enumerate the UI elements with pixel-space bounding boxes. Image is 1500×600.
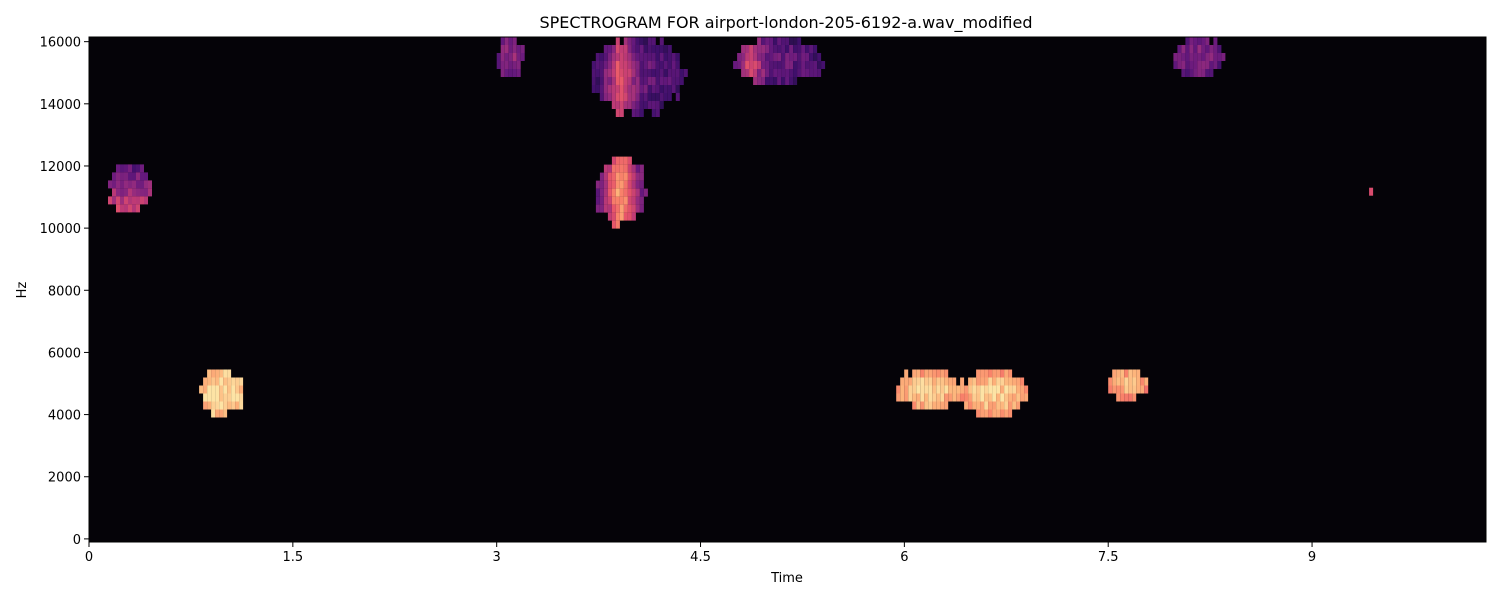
x-tick-label: 3 <box>493 550 501 565</box>
spectral-blob <box>108 164 152 213</box>
y-tick-label: 10000 <box>40 222 81 237</box>
x-tick-label: 9 <box>1308 550 1316 565</box>
y-tick-label: 14000 <box>40 98 81 113</box>
spectral-blob <box>199 369 244 418</box>
spectral-blob <box>1108 369 1149 402</box>
y-tick-label: 2000 <box>48 471 81 486</box>
x-tick-label: 6 <box>900 550 908 565</box>
spectral-blob <box>1173 37 1226 77</box>
spectral-blob <box>595 156 648 229</box>
y-tick-label: 12000 <box>40 160 81 175</box>
y-tick-label: 0 <box>73 533 81 548</box>
x-tick-label: 0 <box>85 550 93 565</box>
plot-frame <box>88 36 1487 543</box>
x-axis-label: Time <box>770 571 803 586</box>
y-tick-label: 6000 <box>48 346 81 361</box>
y-tick-label: 8000 <box>48 284 81 299</box>
spectral-blob <box>591 37 688 117</box>
spectral-blob <box>496 37 525 77</box>
spectral-blob <box>960 369 1029 418</box>
spectral-blob <box>896 369 961 410</box>
chart-title: SPECTROGRAM FOR airport-london-205-6192-… <box>539 13 1032 33</box>
spectral-blob <box>733 37 826 85</box>
spectral-blob <box>1369 187 1374 196</box>
x-axis: 0 1.5 3 4.5 6 7.5 9 <box>85 542 1316 565</box>
y-axis: 0 2000 4000 6000 8000 10000 12000 14000 16000 <box>40 36 89 548</box>
spectrogram-background <box>89 37 1486 542</box>
x-tick-label: 4.5 <box>690 550 711 565</box>
heatmap-cells <box>89 37 1486 542</box>
x-tick-label: 7.5 <box>1098 550 1119 565</box>
y-axis-label: Hz <box>15 282 30 299</box>
x-tick-label: 1.5 <box>282 550 303 565</box>
y-tick-label: 4000 <box>48 409 81 424</box>
y-tick-label: 16000 <box>40 36 81 51</box>
